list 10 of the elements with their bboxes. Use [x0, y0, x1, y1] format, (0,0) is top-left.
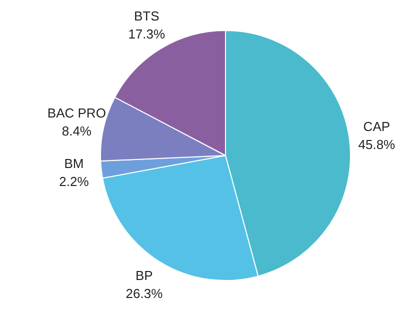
data-label: 17.3%	[128, 26, 166, 42]
slice-label: BAC PRO	[47, 106, 106, 121]
slice-label: BM	[64, 156, 84, 172]
data-label: 2.2%	[59, 174, 90, 190]
data-label: 45.8%	[358, 136, 396, 152]
slice-label: CAP	[363, 118, 390, 134]
data-label: 26.3%	[126, 286, 164, 302]
slice-label: BP	[136, 268, 153, 284]
data-label: 8.4%	[62, 124, 92, 139]
slice-label: BTS	[134, 8, 160, 24]
